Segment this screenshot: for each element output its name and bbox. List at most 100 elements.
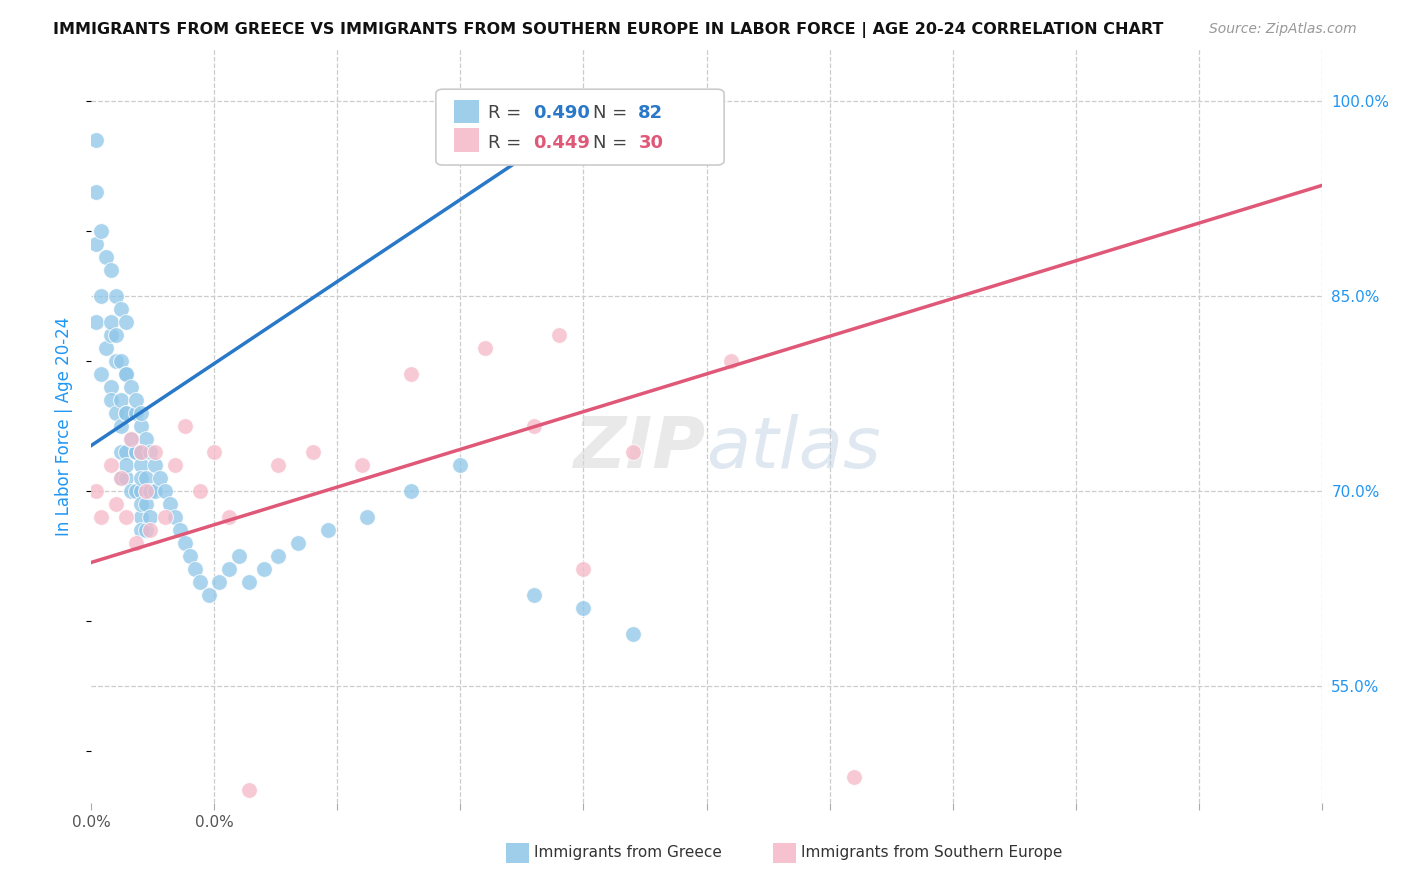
Point bbox=[129, 458, 152, 472]
Point bbox=[188, 574, 211, 589]
Point bbox=[135, 497, 156, 511]
Point bbox=[218, 509, 240, 524]
Point bbox=[135, 432, 156, 446]
Point bbox=[100, 392, 122, 407]
Text: R =: R = bbox=[488, 134, 527, 152]
Point bbox=[139, 483, 162, 498]
Point bbox=[547, 328, 569, 343]
Point bbox=[159, 497, 181, 511]
Point bbox=[110, 301, 132, 316]
Point bbox=[253, 562, 276, 576]
Point bbox=[129, 406, 152, 420]
Point bbox=[202, 445, 225, 459]
Point bbox=[105, 354, 127, 368]
Point bbox=[120, 483, 142, 498]
Point bbox=[96, 341, 117, 355]
Point bbox=[100, 315, 122, 329]
Point bbox=[124, 536, 146, 550]
Point bbox=[124, 392, 146, 407]
Point bbox=[124, 406, 146, 420]
Point bbox=[120, 432, 142, 446]
Point bbox=[86, 237, 108, 252]
Point bbox=[86, 185, 108, 199]
Point bbox=[163, 509, 186, 524]
Point bbox=[153, 483, 177, 498]
Point bbox=[267, 549, 290, 563]
Point bbox=[114, 509, 138, 524]
Point bbox=[621, 627, 644, 641]
Point bbox=[139, 445, 162, 459]
Point bbox=[399, 367, 422, 381]
Point bbox=[474, 341, 496, 355]
Point bbox=[183, 562, 207, 576]
Point bbox=[96, 250, 117, 264]
Text: N =: N = bbox=[593, 134, 633, 152]
Point bbox=[114, 445, 138, 459]
Point bbox=[129, 445, 152, 459]
Point bbox=[149, 471, 172, 485]
Point bbox=[100, 263, 122, 277]
Point bbox=[174, 419, 197, 434]
Point bbox=[105, 406, 127, 420]
Point bbox=[523, 419, 546, 434]
Point bbox=[129, 497, 152, 511]
Point bbox=[124, 445, 146, 459]
Point bbox=[287, 536, 309, 550]
Point bbox=[90, 367, 112, 381]
Point bbox=[86, 483, 108, 498]
Point bbox=[110, 419, 132, 434]
Text: R =: R = bbox=[488, 104, 527, 122]
Point bbox=[169, 523, 191, 537]
Point bbox=[120, 432, 142, 446]
Y-axis label: In Labor Force | Age 20-24: In Labor Force | Age 20-24 bbox=[55, 317, 73, 535]
Point bbox=[110, 354, 132, 368]
Point bbox=[218, 562, 240, 576]
Point bbox=[179, 549, 201, 563]
Point bbox=[100, 328, 122, 343]
Point bbox=[114, 367, 138, 381]
Point bbox=[139, 509, 162, 524]
Text: IMMIGRANTS FROM GREECE VS IMMIGRANTS FROM SOUTHERN EUROPE IN LABOR FORCE | AGE 2: IMMIGRANTS FROM GREECE VS IMMIGRANTS FRO… bbox=[53, 22, 1164, 38]
Point bbox=[114, 471, 138, 485]
Point bbox=[129, 483, 152, 498]
Point bbox=[301, 445, 323, 459]
Point bbox=[523, 588, 546, 602]
Point bbox=[120, 380, 142, 394]
Point bbox=[90, 289, 112, 303]
Point bbox=[399, 483, 422, 498]
Text: atlas: atlas bbox=[706, 414, 882, 483]
Text: Immigrants from Greece: Immigrants from Greece bbox=[534, 846, 723, 860]
Text: 0.490: 0.490 bbox=[533, 104, 589, 122]
Text: ZIP: ZIP bbox=[574, 414, 706, 483]
Point bbox=[145, 445, 166, 459]
Point bbox=[135, 471, 156, 485]
Point bbox=[105, 289, 127, 303]
Point bbox=[86, 133, 108, 147]
Point bbox=[572, 600, 595, 615]
Point bbox=[124, 445, 146, 459]
Point bbox=[356, 509, 378, 524]
Point bbox=[238, 782, 260, 797]
Point bbox=[114, 406, 138, 420]
Point bbox=[100, 380, 122, 394]
Point bbox=[114, 315, 138, 329]
Point bbox=[316, 523, 339, 537]
Point bbox=[163, 458, 186, 472]
Point bbox=[110, 471, 132, 485]
Point bbox=[621, 445, 644, 459]
Point bbox=[135, 483, 156, 498]
Point bbox=[174, 536, 197, 550]
Point bbox=[114, 458, 138, 472]
Point bbox=[110, 445, 132, 459]
Point bbox=[352, 458, 374, 472]
Text: N =: N = bbox=[593, 104, 633, 122]
Point bbox=[110, 471, 132, 485]
Point bbox=[135, 523, 156, 537]
Text: 30: 30 bbox=[638, 134, 664, 152]
Point bbox=[100, 458, 122, 472]
Text: 0.449: 0.449 bbox=[533, 134, 589, 152]
Point bbox=[228, 549, 250, 563]
Point bbox=[208, 574, 231, 589]
Point bbox=[145, 458, 166, 472]
Point bbox=[129, 471, 152, 485]
